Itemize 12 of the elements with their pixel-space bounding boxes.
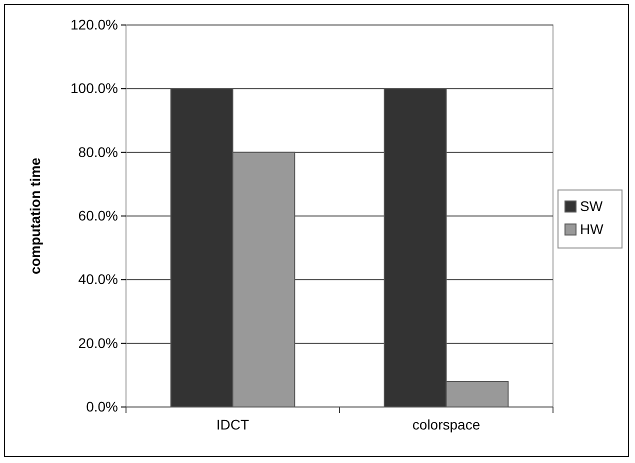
y-tick-label: 60.0% — [78, 207, 118, 224]
y-tick-label: 40.0% — [78, 271, 118, 288]
x-tick-label: colorspace — [412, 416, 480, 433]
y-tick-label: 120.0% — [70, 16, 118, 32]
x-tick-label: IDCT — [216, 416, 250, 433]
legend-label: HW — [580, 221, 604, 237]
y-tick-label: 20.0% — [78, 334, 118, 351]
legend-label: SW — [580, 198, 604, 214]
y-axis-title: computation time — [27, 157, 43, 274]
y-tick-label: 80.0% — [78, 144, 118, 160]
y-tick-label: 100.0% — [70, 80, 118, 96]
y-tick-label: 0.0% — [86, 398, 118, 414]
